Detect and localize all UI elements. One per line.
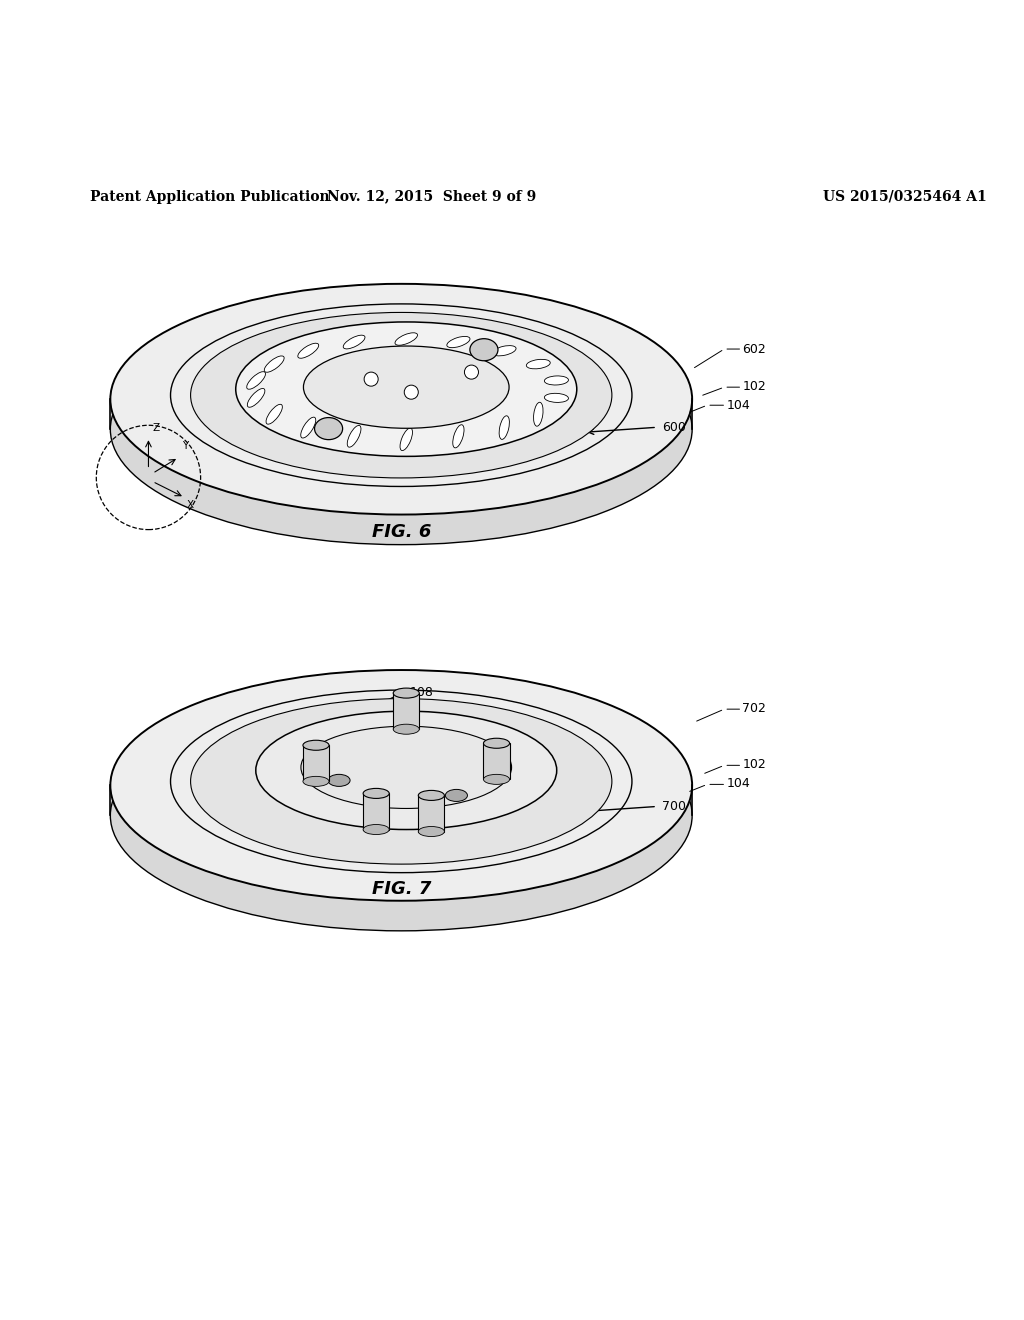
Text: 108: 108 bbox=[531, 758, 555, 771]
Ellipse shape bbox=[301, 726, 512, 808]
Text: 108: 108 bbox=[410, 685, 433, 698]
Ellipse shape bbox=[453, 425, 464, 447]
Ellipse shape bbox=[247, 372, 265, 389]
Circle shape bbox=[365, 372, 378, 387]
Polygon shape bbox=[393, 693, 419, 729]
Ellipse shape bbox=[190, 698, 612, 865]
Polygon shape bbox=[418, 796, 444, 832]
Circle shape bbox=[404, 385, 418, 399]
Text: 102: 102 bbox=[742, 758, 766, 771]
Polygon shape bbox=[364, 793, 389, 829]
Ellipse shape bbox=[256, 711, 557, 829]
Ellipse shape bbox=[545, 393, 568, 403]
Text: 108: 108 bbox=[457, 366, 480, 379]
Text: Patent Application Publication: Patent Application Publication bbox=[90, 190, 330, 203]
Ellipse shape bbox=[111, 671, 692, 900]
Ellipse shape bbox=[303, 776, 329, 787]
Circle shape bbox=[465, 366, 478, 379]
Ellipse shape bbox=[483, 738, 510, 748]
Ellipse shape bbox=[364, 825, 389, 834]
Text: FIG. 7: FIG. 7 bbox=[372, 879, 431, 898]
Ellipse shape bbox=[470, 339, 498, 360]
Polygon shape bbox=[303, 746, 329, 781]
Ellipse shape bbox=[111, 314, 692, 545]
Text: X: X bbox=[186, 499, 194, 510]
Ellipse shape bbox=[534, 403, 543, 426]
Text: 600: 600 bbox=[663, 421, 686, 434]
Ellipse shape bbox=[364, 788, 389, 799]
Ellipse shape bbox=[301, 417, 315, 438]
Ellipse shape bbox=[298, 343, 318, 358]
Text: US 2015/0325464 A1: US 2015/0325464 A1 bbox=[822, 190, 986, 203]
Circle shape bbox=[399, 702, 414, 717]
Ellipse shape bbox=[499, 416, 509, 440]
Text: 104: 104 bbox=[726, 399, 750, 412]
Ellipse shape bbox=[266, 404, 283, 424]
Text: 700: 700 bbox=[663, 800, 686, 813]
Ellipse shape bbox=[303, 741, 329, 750]
Ellipse shape bbox=[493, 346, 516, 356]
Ellipse shape bbox=[111, 700, 692, 931]
Ellipse shape bbox=[248, 388, 265, 408]
Ellipse shape bbox=[446, 337, 470, 347]
Text: Nov. 12, 2015  Sheet 9 of 9: Nov. 12, 2015 Sheet 9 of 9 bbox=[327, 190, 536, 203]
Ellipse shape bbox=[347, 425, 360, 447]
Ellipse shape bbox=[395, 333, 418, 346]
Ellipse shape bbox=[236, 322, 577, 457]
Text: Y: Y bbox=[181, 441, 187, 451]
Text: 702: 702 bbox=[742, 702, 766, 714]
Text: 104: 104 bbox=[726, 777, 750, 789]
Ellipse shape bbox=[303, 346, 509, 428]
Text: 703: 703 bbox=[364, 780, 387, 793]
Ellipse shape bbox=[111, 284, 692, 515]
Ellipse shape bbox=[328, 775, 350, 787]
Ellipse shape bbox=[445, 789, 467, 801]
Ellipse shape bbox=[545, 376, 568, 385]
Polygon shape bbox=[483, 743, 510, 779]
Ellipse shape bbox=[190, 313, 612, 478]
Ellipse shape bbox=[314, 417, 343, 440]
Ellipse shape bbox=[418, 826, 444, 837]
Text: 602: 602 bbox=[742, 342, 766, 355]
Ellipse shape bbox=[418, 791, 444, 800]
Text: FIG. 6: FIG. 6 bbox=[372, 523, 431, 541]
Ellipse shape bbox=[393, 688, 419, 698]
Ellipse shape bbox=[343, 335, 365, 348]
Text: 102: 102 bbox=[742, 380, 766, 392]
Ellipse shape bbox=[393, 725, 419, 734]
Text: Z: Z bbox=[153, 424, 160, 433]
Ellipse shape bbox=[526, 359, 550, 368]
Text: 703: 703 bbox=[359, 706, 383, 718]
Ellipse shape bbox=[400, 428, 413, 450]
Ellipse shape bbox=[483, 775, 510, 784]
Ellipse shape bbox=[264, 356, 284, 372]
